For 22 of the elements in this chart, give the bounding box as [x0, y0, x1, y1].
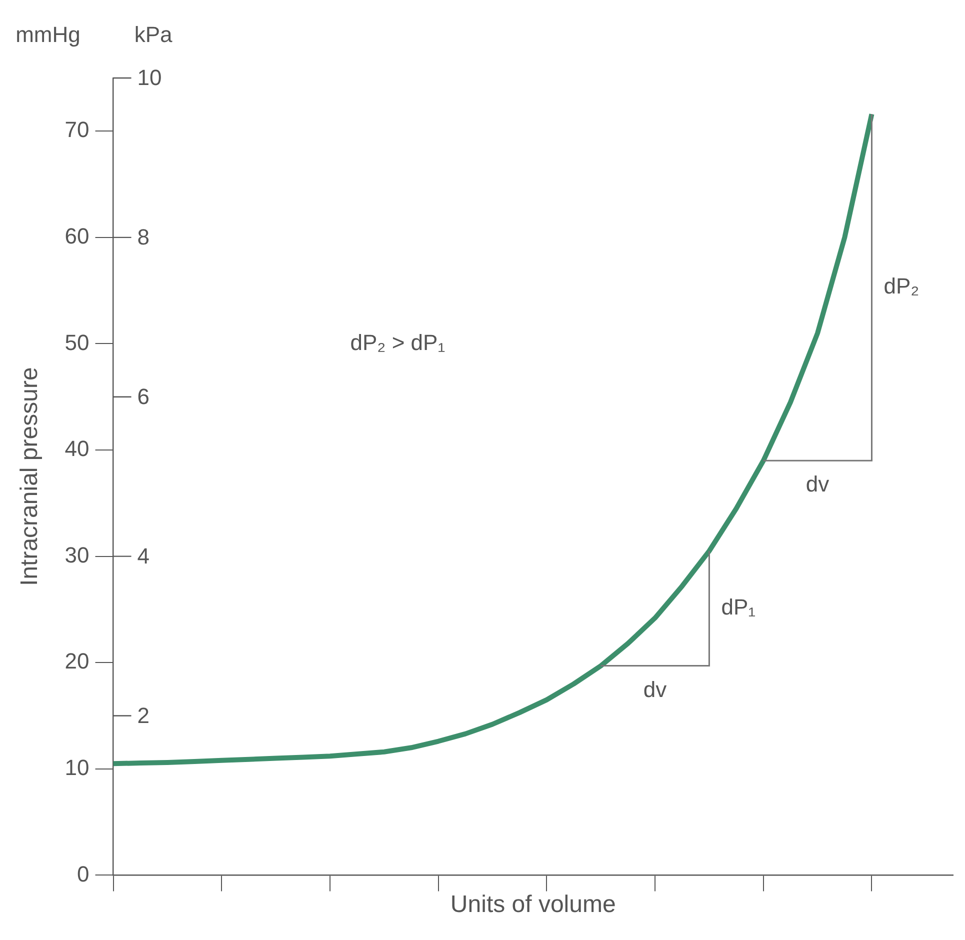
annotation: dv [806, 472, 830, 497]
y-tick-label: 10 [64, 754, 90, 780]
y-tick-label: 0 [77, 861, 90, 886]
y-tick-label: 40 [64, 436, 90, 462]
x-axis-title: Units of volume [450, 891, 616, 918]
annotation: dP₁ [721, 594, 756, 620]
text: mmHg [16, 22, 80, 47]
annotation: dP₂ [884, 273, 920, 298]
y-axis-title: Intracranial pressure [16, 367, 44, 586]
annotation: dv [643, 676, 667, 702]
y2-tick-label: 10 [137, 65, 162, 90]
y2-tick-label: 4 [137, 543, 150, 568]
y2-tick-label: 8 [137, 224, 150, 250]
y-tick-label: 50 [64, 330, 90, 355]
text: kPa [134, 22, 173, 47]
annotation: dP₂ > dP₁ [350, 330, 446, 355]
y2-tick-label: 6 [137, 384, 150, 409]
y2-tick-label: 2 [137, 702, 150, 728]
y-tick-label: 20 [64, 648, 90, 674]
y-tick-label: 60 [64, 224, 90, 249]
y-tick-label: 30 [64, 542, 90, 568]
y-tick-label: 70 [64, 117, 90, 142]
